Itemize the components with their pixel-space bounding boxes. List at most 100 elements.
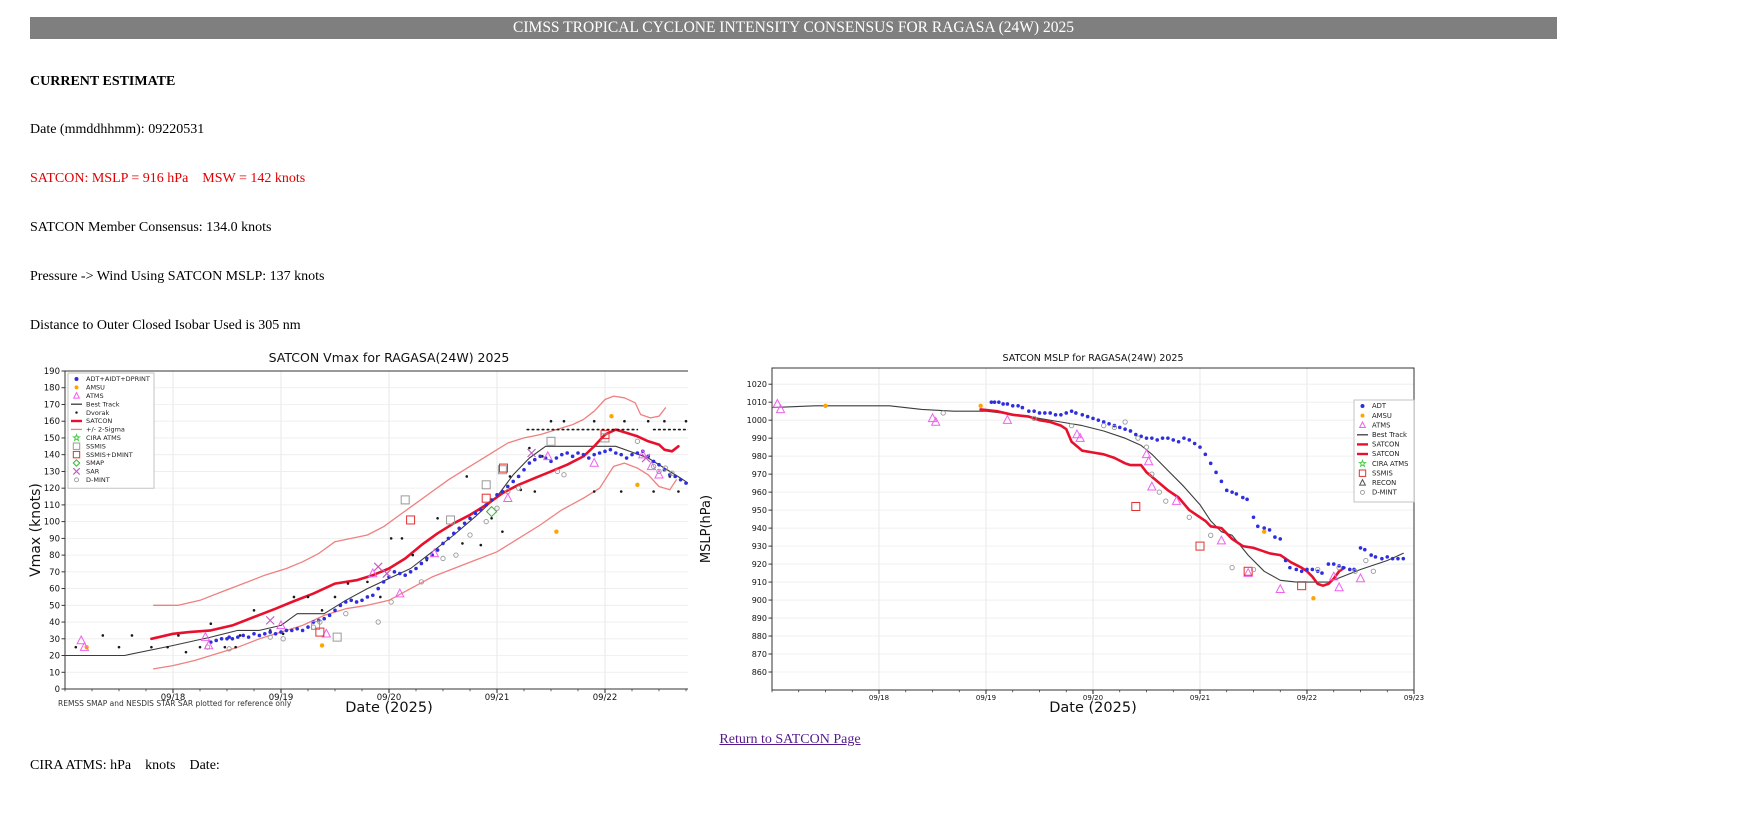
svg-text:SATCON: SATCON: [86, 417, 112, 425]
svg-text:Dvorak: Dvorak: [86, 409, 109, 417]
svg-text:09/18: 09/18: [161, 693, 186, 703]
vmax-plot-svg: 0 10 20 30 40 50 60 70 80 90 100 110 120 130 140 150 160…: [28, 350, 725, 716]
svg-text:09/21: 09/21: [485, 693, 510, 703]
svg-text:860: 860: [752, 668, 767, 677]
series-adt: [209, 447, 694, 644]
svg-text:960: 960: [752, 488, 767, 497]
svg-text:170: 170: [44, 400, 60, 410]
svg-text:0: 0: [55, 685, 60, 695]
svg-text:+/- 2-Sigma: +/- 2-Sigma: [86, 426, 125, 434]
svg-text:920: 920: [752, 560, 767, 569]
svg-text:910: 910: [752, 578, 767, 587]
svg-text:CIRA ATMS: CIRA ATMS: [1372, 460, 1408, 468]
series-dmint: [204, 438, 700, 652]
series-amsu: [84, 413, 640, 650]
vmax-chart: 0 10 20 30 40 50 60 70 80 90 100 110 120 130 140 150 160…: [28, 350, 728, 722]
svg-text:09/19: 09/19: [976, 694, 996, 702]
page-title-bar: CIMSS TROPICAL CYCLONE INTENSITY CONSENS…: [30, 17, 1557, 39]
svg-text:SATCON MSLP for RAGASA(24W) 20: SATCON MSLP for RAGASA(24W) 2025: [1002, 353, 1183, 364]
series-atms: [76, 449, 664, 651]
svg-text:SMAP: SMAP: [86, 459, 104, 467]
mslp-plot-svg: 860 870 880 890 900 910 920 930 940 950 960 970 980 9…: [699, 353, 1424, 716]
svg-text:AMSU: AMSU: [86, 384, 105, 392]
svg-text:80: 80: [49, 551, 60, 561]
svg-text:60: 60: [49, 585, 60, 595]
series-best-track: [771, 405, 1404, 583]
svg-text:900: 900: [752, 596, 767, 605]
svg-text:180: 180: [44, 384, 60, 394]
svg-text:100: 100: [44, 518, 60, 528]
svg-text:ATMS: ATMS: [1372, 421, 1390, 429]
svg-text:09/21: 09/21: [1190, 694, 1210, 702]
svg-text:SATCON: SATCON: [1372, 450, 1400, 458]
svg-text:1000: 1000: [747, 416, 767, 425]
svg-text:SATCON: SATCON: [1372, 441, 1400, 449]
svg-text:130: 130: [44, 467, 60, 477]
svg-text:1020: 1020: [747, 380, 767, 389]
svg-text:D-MINT: D-MINT: [86, 476, 110, 484]
svg-text:ATMS: ATMS: [86, 392, 104, 400]
svg-text:SSMIS+DMINT: SSMIS+DMINT: [86, 451, 133, 459]
svg-text:10: 10: [49, 668, 60, 678]
svg-text:ADT: ADT: [1372, 402, 1387, 410]
page-title: CIMSS TROPICAL CYCLONE INTENSITY CONSENS…: [513, 19, 1074, 36]
svg-text:140: 140: [44, 451, 60, 461]
svg-text:Best Track: Best Track: [86, 400, 120, 408]
svg-text:Date (2025): Date (2025): [1049, 700, 1136, 716]
svg-text:160: 160: [44, 417, 60, 427]
svg-text:930: 930: [752, 542, 767, 551]
svg-text:SAR: SAR: [86, 468, 100, 476]
svg-text:70: 70: [49, 568, 60, 578]
series-satcon: [979, 408, 1346, 587]
current-estimate-heading: CURRENT ESTIMATE: [30, 73, 176, 89]
svg-text:110: 110: [44, 501, 60, 511]
svg-text:09/22: 09/22: [593, 693, 618, 703]
series-sigma-lower: [152, 462, 677, 670]
svg-text:REMSS SMAP and NESDIS STAR SAR: REMSS SMAP and NESDIS STAR SAR plotted f…: [58, 699, 292, 708]
estimate-pressure-wind-line: Pressure -> Wind Using SATCON MSLP: 137 …: [30, 269, 325, 285]
svg-text:150: 150: [44, 434, 60, 444]
series-sigma-upper: [152, 395, 667, 606]
svg-text:09/22: 09/22: [1297, 694, 1317, 702]
svg-text:120: 120: [44, 484, 60, 494]
grid: [772, 368, 1415, 690]
svg-text:870: 870: [752, 650, 767, 659]
svg-text:AMSU: AMSU: [1372, 412, 1392, 420]
svg-text:MSLP(hPa): MSLP(hPa): [699, 495, 714, 563]
svg-text:RECON: RECON: [1372, 479, 1396, 487]
series-sar: [265, 448, 651, 625]
svg-text:09/23: 09/23: [1404, 694, 1424, 702]
svg-text:SSMIS: SSMIS: [1372, 469, 1393, 477]
svg-text:890: 890: [752, 614, 767, 623]
svg-text:880: 880: [752, 632, 767, 641]
svg-text:SATCON Vmax for RAGASA(24W) 20: SATCON Vmax for RAGASA(24W) 2025: [269, 350, 510, 365]
svg-text:09/20: 09/20: [377, 693, 402, 703]
svg-text:09/20: 09/20: [1083, 694, 1103, 702]
axes: 860 870 880 890 900 910 920 930 940 950 960 970 980 9…: [747, 367, 1424, 702]
svg-text:40: 40: [49, 618, 60, 628]
svg-text:50: 50: [49, 601, 60, 611]
series-dmint: [940, 410, 1376, 574]
bottom-link-row: Return to SATCON Page: [0, 732, 1580, 748]
series-smap: [485, 505, 498, 518]
grid: [65, 370, 714, 690]
return-to-satcon-link[interactable]: Return to SATCON Page: [719, 732, 861, 747]
svg-text:980: 980: [752, 452, 767, 461]
svg-text:190: 190: [44, 367, 60, 377]
series-atms: [772, 398, 1366, 594]
estimate-consensus-line: SATCON Member Consensus: 134.0 knots: [30, 220, 272, 236]
estimate-satcon-line: SATCON: MSLP = 916 hPa MSW = 142 knots: [30, 171, 306, 187]
svg-text:20: 20: [49, 652, 60, 662]
mslp-chart: 860 870 880 890 900 910 920 930 940 950 960 970 980 9…: [688, 350, 1433, 722]
series: [771, 398, 1406, 601]
svg-text:1010: 1010: [747, 398, 767, 407]
series-satcon: [150, 428, 680, 641]
svg-text:SSMIS: SSMIS: [86, 442, 106, 450]
svg-text:970: 970: [752, 470, 767, 479]
svg-text:D-MINT: D-MINT: [1372, 489, 1398, 497]
series-ssmis-dmint: [315, 430, 610, 637]
svg-text:90: 90: [49, 534, 60, 544]
